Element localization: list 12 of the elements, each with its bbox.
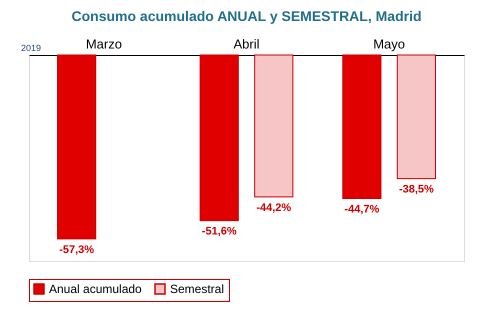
data-label: -38,5% <box>398 184 434 196</box>
data-label: -51,6% <box>202 226 237 238</box>
x-tick-label: Marzo <box>86 36 122 52</box>
data-label: -44,2% <box>256 202 292 214</box>
x-tick-label: Mayo <box>373 36 406 52</box>
chart-title: Consumo acumulado ANUAL y SEMESTRAL, Madrid <box>71 8 422 24</box>
x-tick-label: Abril <box>233 36 260 52</box>
legend-label: Semestral <box>170 282 224 296</box>
data-label: -44,7% <box>344 203 380 216</box>
legend-label: Anual acumulado <box>49 282 142 296</box>
text: 2019 <box>20 43 42 53</box>
data-label: -57,3% <box>59 244 94 256</box>
